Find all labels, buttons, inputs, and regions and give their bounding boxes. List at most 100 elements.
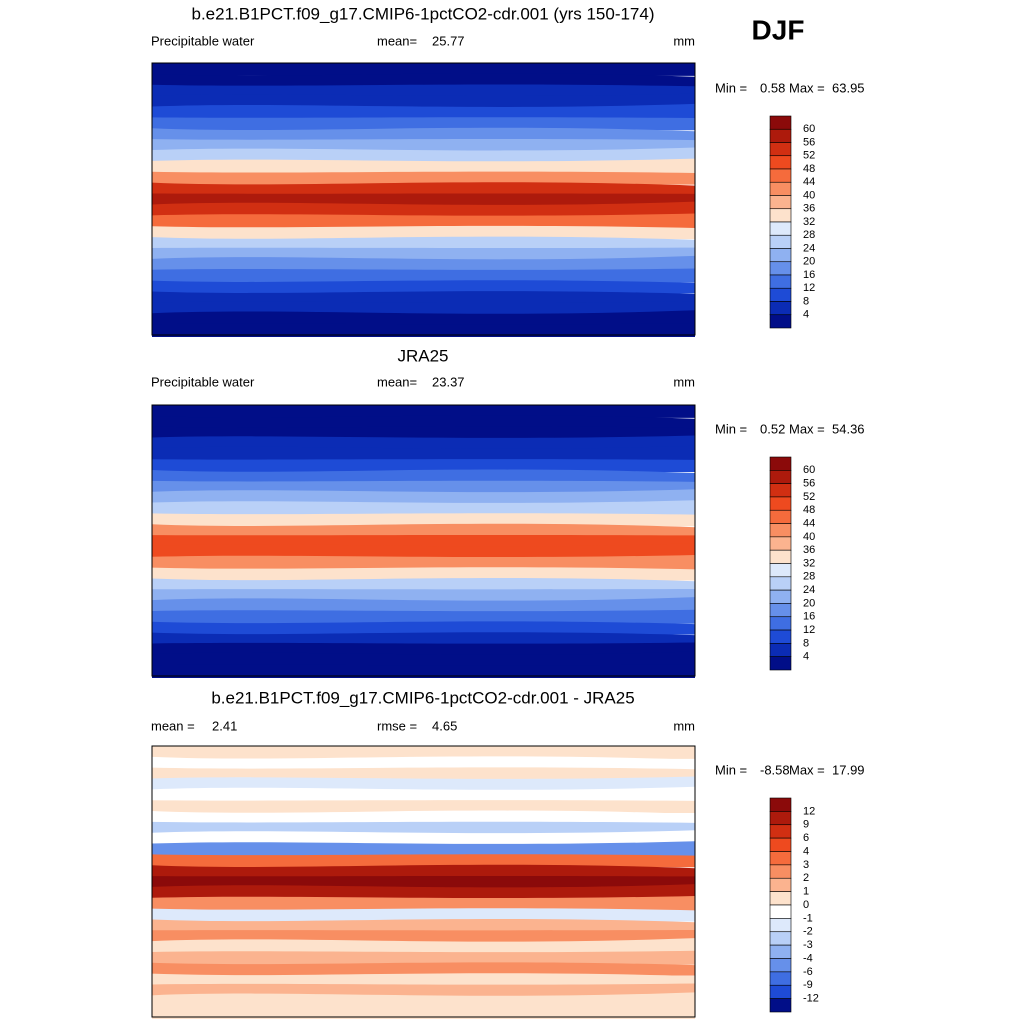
map-field [152,864,695,879]
colorbar-box [769,656,792,671]
colorbar-box [769,261,792,276]
panel-title: b.e21.B1PCT.f09_g17.CMIP6-1pctCO2-cdr.00… [211,688,634,707]
colorbar-box [769,563,792,578]
stat-value: 4.65 [432,718,457,733]
map-field [152,489,695,505]
colorbar-box [769,483,792,498]
map-field [152,255,695,272]
colorbar-label: 4 [803,309,809,321]
map-frame [151,404,696,677]
colorbar-box [769,891,792,906]
variable-label: Precipitable water [151,33,255,48]
map-field [152,841,695,857]
colorbar-box [769,181,792,196]
max-label: Max = [789,762,825,777]
colorbar-box [769,576,792,591]
colorbar-label: 12 [803,624,815,636]
colorbar-label: 20 [803,597,815,609]
stat-label: rmse = [377,718,417,733]
map-field [152,500,695,516]
map-field [152,973,695,987]
map-field [152,103,695,120]
colorbar-box [769,931,792,946]
colorbar-box [769,603,792,618]
map-field [152,854,695,868]
colorbar-box [769,509,792,524]
colorbar-label: 4 [803,651,809,663]
map-field [152,962,695,976]
max-label: Max = [789,80,825,95]
colorbar-label: -1 [803,912,813,924]
map-field [152,280,695,294]
stat-label: mean= [377,374,417,389]
colorbar-box [769,221,792,236]
map-field [152,992,695,1009]
colorbar-box [769,195,792,210]
colorbar-label: -2 [803,926,813,938]
map-field [152,918,695,933]
units-label: mm [673,374,695,389]
map-field [152,543,695,559]
colorbar-label: 36 [803,203,815,215]
colorbar-label: 2 [803,872,809,884]
stat-label: mean = [151,718,195,733]
colorbar-label: 28 [803,571,815,583]
map-field [152,236,695,250]
map-field [152,225,695,240]
colorbar-box [769,918,792,933]
colorbar-label: -12 [803,993,819,1005]
colorbar-label: 56 [803,136,815,148]
map-field [152,63,695,76]
map-field [152,597,695,613]
map-field [152,213,695,229]
colorbar-box [769,314,792,329]
map-field [152,445,695,462]
colorbar-box [769,811,792,826]
colorbar-box [769,496,792,511]
colorbar-box [769,155,792,170]
map-frame [151,62,696,336]
colorbar-box [769,536,792,551]
min-label: Min = [715,762,747,777]
colorbar-label: 32 [803,557,815,569]
colorbar-box [769,301,792,316]
variable-label: Precipitable water [151,374,255,389]
map-field [152,786,695,803]
colorbar-box [769,643,792,657]
map-field [152,182,695,196]
panel-title: b.e21.B1PCT.f09_g17.CMIP6-1pctCO2-cdr.00… [191,4,654,23]
colorbar-label: 44 [803,176,815,188]
map-field [152,201,695,218]
map-field [152,268,695,283]
colorbar-label: -6 [803,966,813,978]
map-field [152,435,695,451]
colorbar-box [769,616,792,631]
map-field [152,895,695,911]
map-field [152,127,695,142]
colorbar-box [769,971,792,986]
colorbar-label: 52 [803,491,815,503]
colorbar-label: -4 [803,952,813,964]
colorbar-label: 1 [803,886,809,898]
colorbar-box [769,864,792,879]
colorbar-label: 48 [803,504,815,516]
map-field [152,513,695,527]
season-label: DJF [752,14,805,45]
colorbar-box [769,234,792,249]
colorbar-box [769,797,792,812]
min-label: Min = [715,421,747,436]
colorbar-box [769,877,792,892]
map-field [152,567,695,581]
map-field [152,147,695,163]
map-field [152,810,695,824]
map-field [152,609,695,624]
map-field [152,950,695,965]
map-field [152,93,695,109]
colorbar-box [769,837,792,852]
map-field [152,632,695,646]
map-field [152,291,695,305]
colorbar-label: 16 [803,269,815,281]
colorbar-label: 20 [803,256,815,268]
colorbar-box [769,589,792,604]
